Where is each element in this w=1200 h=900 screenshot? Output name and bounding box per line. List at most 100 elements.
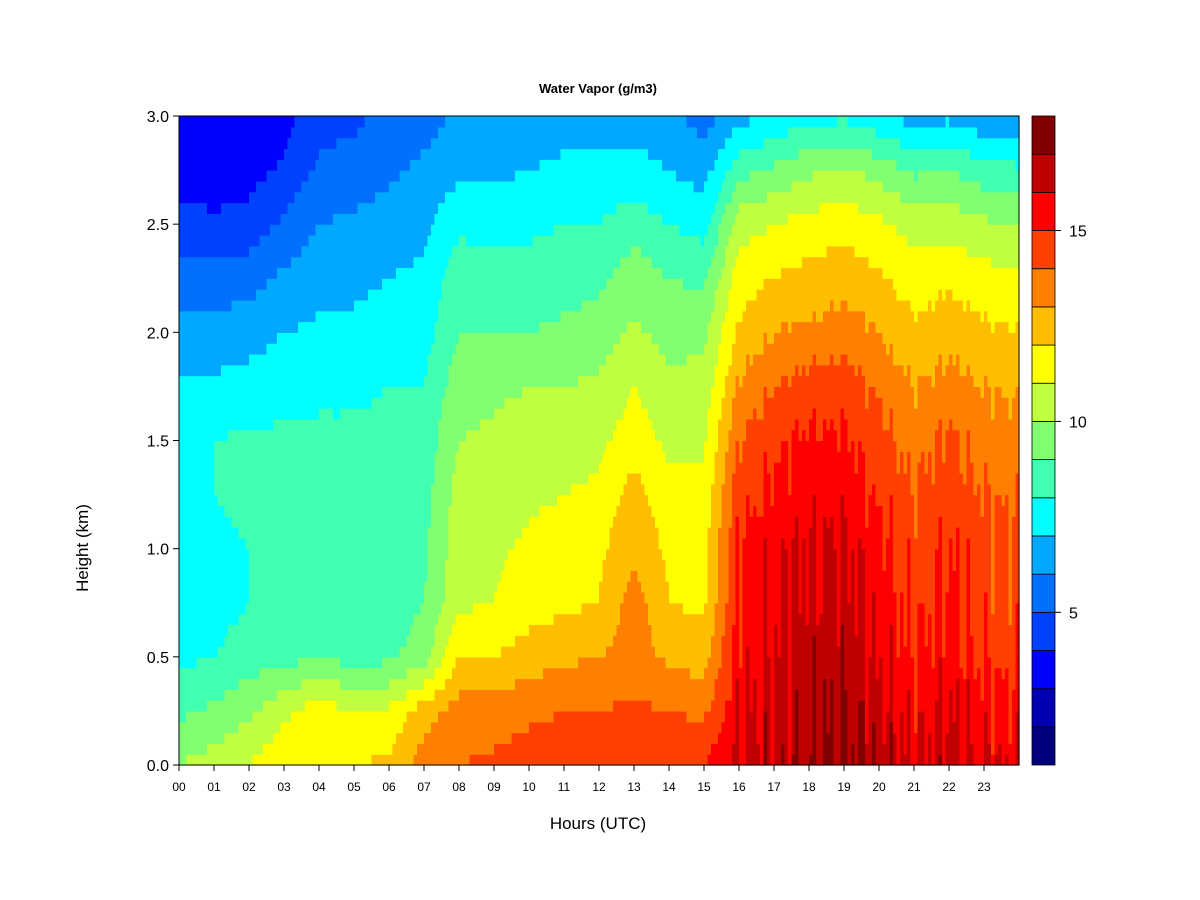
heatmap-cell: [420, 332, 425, 344]
heatmap-cell: [336, 689, 341, 701]
heatmap-cell: [263, 678, 268, 690]
heatmap-cell: [448, 180, 453, 193]
heatmap-cell: [441, 397, 446, 409]
heatmap-cell: [347, 408, 352, 420]
heatmap-cell: [242, 602, 247, 615]
heatmap-cell: [182, 278, 187, 290]
heatmap-cell: [434, 721, 439, 734]
heatmap-cell: [371, 332, 376, 344]
heatmap-cell: [273, 581, 278, 593]
heatmap-cell: [231, 278, 236, 290]
heatmap-cell: [263, 721, 268, 734]
heatmap-cell: [249, 570, 254, 582]
heatmap-cell: [364, 180, 369, 193]
heatmap-cell: [462, 321, 467, 333]
heatmap-cell: [385, 116, 390, 128]
heatmap-cell: [217, 591, 222, 604]
heatmap-cell: [224, 613, 229, 625]
heatmap-cell: [459, 224, 464, 236]
heatmap-cell: [396, 700, 401, 712]
heatmap-cell: [210, 591, 215, 604]
heatmap-cell: [235, 646, 240, 658]
heatmap-cell: [231, 310, 236, 323]
heatmap-cell: [438, 570, 443, 582]
heatmap-cell: [242, 656, 247, 669]
heatmap-cell: [231, 332, 236, 344]
heatmap-cell: [343, 656, 348, 669]
heatmap-cell: [228, 483, 233, 496]
heatmap-cell: [455, 613, 460, 625]
heatmap-cell: [189, 386, 194, 398]
heatmap-cell: [417, 646, 422, 658]
heatmap-cell: [347, 202, 352, 214]
heatmap-cell: [438, 689, 443, 701]
heatmap-cell: [193, 591, 198, 604]
heatmap-cell: [193, 667, 198, 680]
heatmap-cell: [417, 364, 422, 377]
heatmap-cell: [399, 656, 404, 669]
heatmap-cell: [259, 408, 264, 420]
heatmap-cell: [179, 116, 184, 128]
heatmap-cell: [396, 353, 401, 366]
heatmap-cell: [217, 646, 222, 658]
heatmap-cell: [343, 353, 348, 366]
heatmap-cell: [280, 126, 285, 139]
heatmap-cell: [389, 256, 394, 269]
heatmap-cell: [343, 278, 348, 290]
heatmap-cell: [459, 559, 464, 571]
heatmap-cell: [403, 267, 408, 279]
heatmap-cell: [410, 494, 415, 506]
heatmap-cell: [371, 321, 376, 333]
heatmap-cell: [326, 234, 331, 247]
heatmap-cell: [301, 732, 306, 744]
heatmap-cell: [315, 700, 320, 712]
heatmap-cell: [462, 602, 467, 615]
heatmap-cell: [298, 116, 303, 128]
heatmap-cell: [312, 148, 317, 160]
heatmap-cell: [396, 624, 401, 636]
heatmap-cell: [343, 646, 348, 658]
heatmap-cell: [427, 613, 432, 625]
heatmap-cell: [378, 721, 383, 734]
heatmap-cell: [249, 678, 254, 690]
heatmap-cell: [434, 656, 439, 669]
heatmap-cell: [347, 321, 352, 333]
heatmap-cell: [434, 321, 439, 333]
heatmap-cell: [315, 591, 320, 604]
heatmap-cell: [305, 656, 310, 669]
heatmap-cell: [424, 721, 429, 734]
heatmap-cell: [382, 494, 387, 506]
heatmap-cell: [189, 245, 194, 258]
heatmap-cell: [399, 148, 404, 160]
heatmap-cell: [368, 375, 373, 388]
heatmap-cell: [455, 602, 460, 615]
heatmap-cell: [214, 635, 219, 647]
heatmap-cell: [326, 721, 331, 734]
heatmap-cell: [357, 451, 362, 463]
heatmap-cell: [445, 710, 450, 723]
heatmap-cell: [322, 180, 327, 193]
heatmap-cell: [326, 602, 331, 615]
heatmap-cell: [270, 505, 275, 517]
heatmap-cell: [368, 494, 373, 506]
heatmap-cell: [389, 613, 394, 625]
heatmap-cell: [424, 278, 429, 290]
heatmap-cell: [217, 386, 222, 398]
heatmap-cell: [231, 602, 236, 615]
heatmap-cell: [466, 234, 471, 247]
heatmap-cell: [389, 148, 394, 160]
heatmap-cell: [231, 646, 236, 658]
heatmap-cell: [291, 234, 296, 247]
heatmap-cell: [448, 213, 453, 225]
heatmap-cell: [319, 418, 324, 431]
heatmap-cell: [403, 646, 408, 658]
heatmap-cell: [203, 527, 208, 539]
heatmap-cell: [242, 343, 247, 355]
heatmap-cell: [329, 116, 334, 128]
heatmap-cell: [340, 472, 345, 485]
heatmap-cell: [263, 191, 268, 204]
heatmap-cell: [298, 667, 303, 680]
heatmap-cell: [455, 213, 460, 225]
heatmap-cell: [329, 137, 334, 150]
heatmap-cell: [221, 343, 226, 355]
